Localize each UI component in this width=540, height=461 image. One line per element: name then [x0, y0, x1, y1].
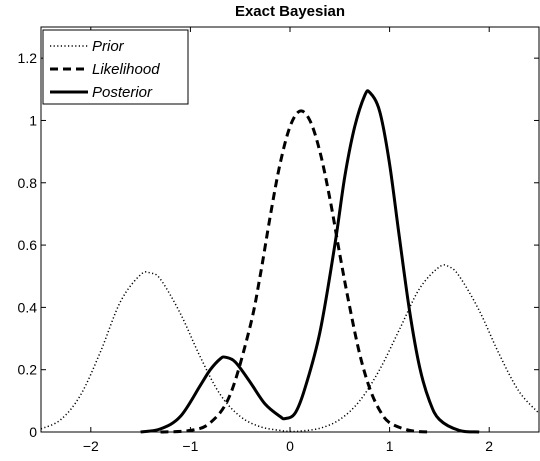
y-tick-label: 1.2 [18, 50, 38, 66]
legend-likelihood-label: Likelihood [92, 61, 160, 78]
chart-title: Exact Bayesian [235, 3, 345, 20]
legend-box [42, 29, 189, 105]
x-tick-label: 0 [286, 438, 294, 454]
y-tick-label: 0.2 [18, 362, 38, 378]
x-tick-label: −2 [83, 438, 99, 454]
legend-prior-label: Prior [92, 38, 125, 55]
series-likelihood-line [160, 109, 430, 434]
x-tick-label: 1 [386, 438, 394, 454]
y-tick-label: 0 [29, 424, 37, 440]
axis-ticks: −2 −1 0 1 2 0 0.2 0.4 0.6 0.8 1 1.2 [18, 27, 539, 454]
y-tick-label: 0.4 [18, 299, 38, 315]
series-lines [40, 89, 540, 434]
y-tick-label: 0.6 [18, 237, 38, 253]
y-tick-label: 0.8 [18, 175, 38, 191]
y-tick-label: 1 [29, 112, 37, 128]
series-posterior-line [140, 89, 480, 434]
legend-posterior-label: Posterior [92, 84, 153, 101]
legend: Prior Likelihood Posterior [42, 29, 189, 105]
x-tick-label: 2 [485, 438, 493, 454]
x-tick-label: −1 [182, 438, 198, 454]
